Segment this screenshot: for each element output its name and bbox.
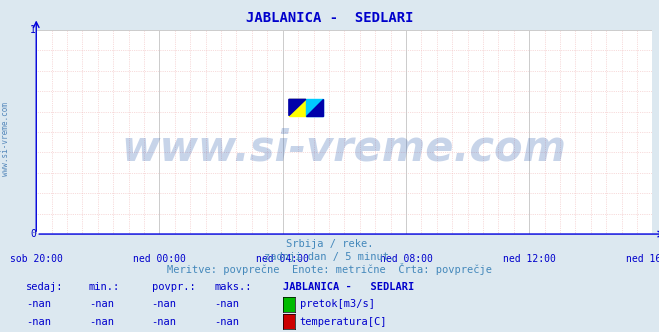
Text: pretok[m3/s]: pretok[m3/s] [300,299,375,309]
Text: ned 04:00: ned 04:00 [256,254,309,265]
Text: zadnji dan / 5 minut.: zadnji dan / 5 minut. [264,252,395,262]
Polygon shape [306,99,323,116]
Text: maks.:: maks.: [214,282,252,292]
Text: -nan: -nan [26,299,51,309]
Polygon shape [289,99,306,116]
Text: JABLANICA -  SEDLARI: JABLANICA - SEDLARI [246,11,413,25]
Text: ned 00:00: ned 00:00 [133,254,186,265]
Text: -nan: -nan [89,299,114,309]
Text: -nan: -nan [152,317,177,327]
Text: Meritve: povprečne  Enote: metrične  Črta: povprečje: Meritve: povprečne Enote: metrične Črta:… [167,263,492,275]
Text: ned 08:00: ned 08:00 [380,254,432,265]
Text: www.si-vreme.com: www.si-vreme.com [1,103,10,176]
Text: 0: 0 [30,229,36,239]
Text: sob 20:00: sob 20:00 [10,254,63,265]
Text: povpr.:: povpr.: [152,282,195,292]
Text: -nan: -nan [214,299,239,309]
Bar [289,99,306,116]
Text: -nan: -nan [214,317,239,327]
Text: JABLANICA -   SEDLARI: JABLANICA - SEDLARI [283,282,415,292]
Bar [306,99,323,116]
Text: www.si-vreme.com: www.si-vreme.com [122,127,567,169]
Text: -nan: -nan [152,299,177,309]
Text: -nan: -nan [26,317,51,327]
Text: ned 12:00: ned 12:00 [503,254,556,265]
Text: ned 16:00: ned 16:00 [626,254,659,265]
Text: -nan: -nan [89,317,114,327]
Text: temperatura[C]: temperatura[C] [300,317,387,327]
Text: min.:: min.: [89,282,120,292]
Text: Srbija / reke.: Srbija / reke. [286,239,373,249]
Text: sedaj:: sedaj: [26,282,64,292]
Text: 1: 1 [30,25,36,35]
